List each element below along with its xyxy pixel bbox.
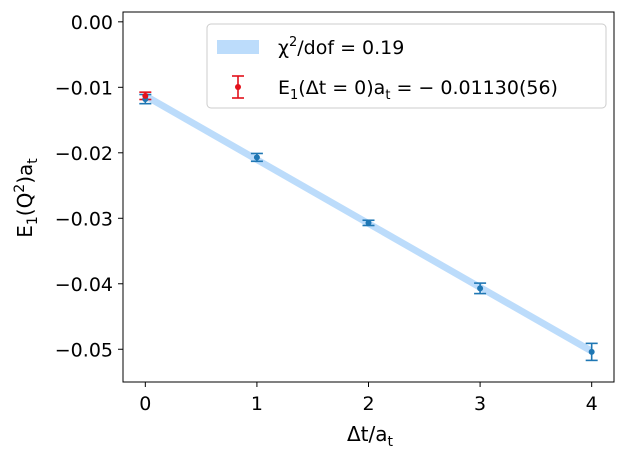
legend-fit-chi: χ (278, 37, 289, 59)
legend-fit-rest: /dof = 0.19 (297, 37, 404, 59)
point-data-1 (253, 154, 260, 161)
legend-box (206, 23, 607, 109)
legend-errorbar-swatch (232, 75, 244, 99)
legend-ext-e: E (278, 77, 290, 99)
y-tick-label-4: −0.04 (55, 274, 113, 296)
legend-ext-sub2: t (385, 88, 390, 103)
y-tick-label-5: −0.05 (55, 339, 113, 361)
legend: χ2/dof = 0.19 E1(Δt = 0)at = − 0.01130(5… (206, 23, 607, 109)
legend-entry-extrapolation: E1(Δt = 0)at = − 0.01130(56) (278, 77, 558, 103)
x-tick-label-0: 0 (139, 393, 151, 415)
x-tick-label-3: 3 (474, 393, 486, 415)
y-axis-label-tail: )a (13, 164, 37, 184)
y-axis-label-main: E (13, 225, 37, 238)
x-tick-label-1: 1 (251, 393, 263, 415)
y-axis-label: E1(Q2)at (12, 158, 41, 238)
y-axis-ticks: 0.00 −0.01 −0.02 −0.03 −0.04 −0.05 (55, 12, 123, 361)
y-tick-label-3: −0.03 (55, 208, 113, 230)
legend-ext-mid: (Δt = 0)a (298, 77, 385, 99)
point-data-3 (477, 285, 484, 292)
point-extrapolation-0 (142, 92, 149, 99)
x-tick-label-4: 4 (586, 393, 598, 415)
x-tick-label-2: 2 (362, 393, 374, 415)
point-data-2 (365, 219, 372, 226)
x-axis-ticks: 0 1 2 3 4 (139, 382, 598, 415)
x-axis-label: Δt/at (347, 422, 394, 450)
legend-ext-value: = − 0.01130(56) (390, 77, 558, 99)
y-tick-label-2: −0.02 (55, 143, 113, 165)
y-tick-label-1: −0.01 (55, 77, 113, 99)
legend-entry-fit: χ2/dof = 0.19 (278, 35, 404, 59)
legend-fit-sup: 2 (289, 35, 297, 50)
y-tick-label-0: 0.00 (71, 12, 113, 34)
y-axis-label-sub: 1 (25, 216, 41, 225)
legend-band-swatch (217, 40, 259, 54)
point-layer (142, 92, 595, 355)
point-data-4 (588, 348, 595, 355)
y-axis-label-sup: 2 (12, 184, 28, 193)
legend-ext-sub1: 1 (290, 88, 298, 103)
legend-errorbar-marker (235, 84, 241, 90)
x-axis-label-main: Δt/a (347, 422, 388, 446)
y-axis-label-tail-sub: t (25, 158, 41, 164)
y-axis-label-mid: (Q (13, 193, 37, 217)
x-axis-label-sub: t (388, 434, 394, 450)
